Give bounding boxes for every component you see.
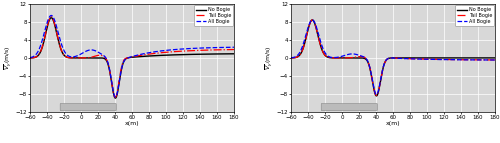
No Bogie <box>310 19 316 21</box>
All Bogie <box>51 17 57 19</box>
All Bogie <box>58 43 64 44</box>
Tail Bogie <box>48 16 54 18</box>
Tail Bogie <box>375 91 381 93</box>
All Bogie <box>23 57 29 59</box>
All Bogie <box>312 22 318 24</box>
Tail Bogie <box>354 56 360 58</box>
Tail Bogie <box>310 19 316 21</box>
Line: Tail Bogie: Tail Bogie <box>26 17 236 97</box>
All Bogie <box>320 46 326 48</box>
Line: No Bogie: No Bogie <box>287 20 496 96</box>
Tail Bogie <box>374 95 380 96</box>
No Bogie <box>51 21 57 22</box>
No Bogie <box>399 57 405 59</box>
No Bogie <box>494 57 500 59</box>
Tail Bogie <box>232 49 238 50</box>
Legend: No Bogie, Tail Bogie, All Bogie: No Bogie, Tail Bogie, All Bogie <box>454 5 494 26</box>
Tail Bogie <box>114 92 120 94</box>
Tail Bogie <box>58 49 64 51</box>
Line: Tail Bogie: Tail Bogie <box>287 20 496 95</box>
No Bogie <box>354 57 360 59</box>
All Bogie <box>375 91 381 92</box>
All Bogie <box>399 58 405 59</box>
Line: All Bogie: All Bogie <box>26 15 236 97</box>
Tail Bogie <box>320 50 326 51</box>
Legend: No Bogie, Tail Bogie, All Bogie: No Bogie, Tail Bogie, All Bogie <box>194 5 233 26</box>
All Bogie <box>48 15 54 16</box>
No Bogie <box>114 93 120 95</box>
All Bogie <box>354 54 360 56</box>
No Bogie <box>112 97 118 99</box>
Tail Bogie <box>494 59 500 61</box>
Line: All Bogie: All Bogie <box>287 20 496 95</box>
Tail Bogie <box>399 57 405 59</box>
Y-axis label: $\overline{V}_y$(m/s): $\overline{V}_y$(m/s) <box>263 45 275 70</box>
No Bogie <box>134 56 140 58</box>
Tail Bogie <box>312 23 318 25</box>
All Bogie <box>94 50 100 52</box>
No Bogie <box>48 17 54 19</box>
Tail Bogie <box>94 55 100 56</box>
No Bogie <box>23 57 29 59</box>
No Bogie <box>94 57 100 59</box>
All Bogie <box>134 54 140 56</box>
Tail Bogie <box>284 57 290 59</box>
All Bogie <box>310 19 316 21</box>
FancyBboxPatch shape <box>60 104 116 111</box>
Tail Bogie <box>394 57 400 59</box>
No Bogie <box>58 49 64 51</box>
Tail Bogie <box>134 55 140 57</box>
All Bogie <box>114 93 120 94</box>
All Bogie <box>374 94 380 95</box>
No Bogie <box>320 50 326 51</box>
Line: No Bogie: No Bogie <box>26 18 236 98</box>
X-axis label: x(m): x(m) <box>386 121 400 126</box>
No Bogie <box>284 57 290 59</box>
No Bogie <box>374 95 380 97</box>
Y-axis label: $\overline{V}_y$(m/s): $\overline{V}_y$(m/s) <box>2 45 14 70</box>
FancyBboxPatch shape <box>321 104 378 111</box>
All Bogie <box>394 57 400 59</box>
Tail Bogie <box>112 96 118 98</box>
All Bogie <box>112 96 118 98</box>
All Bogie <box>284 57 290 59</box>
No Bogie <box>232 53 238 55</box>
No Bogie <box>312 23 318 25</box>
X-axis label: x(m): x(m) <box>124 121 140 126</box>
All Bogie <box>494 59 500 61</box>
Tail Bogie <box>138 54 144 56</box>
Tail Bogie <box>23 57 29 59</box>
Tail Bogie <box>51 20 57 22</box>
No Bogie <box>375 92 381 94</box>
All Bogie <box>138 53 144 55</box>
All Bogie <box>232 46 238 48</box>
No Bogie <box>394 57 400 59</box>
No Bogie <box>138 56 144 57</box>
